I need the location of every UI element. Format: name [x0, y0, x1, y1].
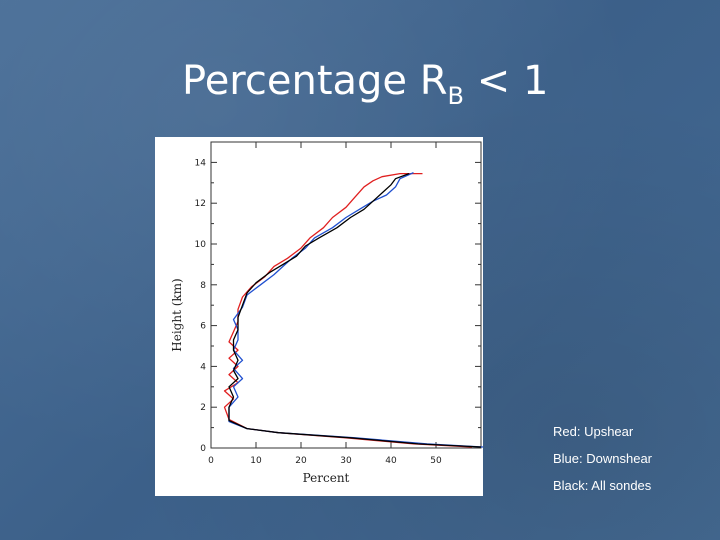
- y-tick-label: 14: [195, 158, 207, 168]
- title-subscript: B: [447, 82, 464, 110]
- x-axis-label: Percent: [303, 471, 350, 485]
- series-line-0: [223, 172, 473, 448]
- legend: Red: Upshear Blue: Downshear Black: All …: [553, 424, 652, 505]
- x-tick-label: 40: [385, 456, 397, 466]
- title-main: Percentage R: [182, 58, 448, 104]
- series-line-2: [228, 172, 482, 448]
- plot-frame: [210, 141, 482, 449]
- y-tick-label: 6: [200, 322, 206, 332]
- y-axis-label: Height (km): [170, 278, 184, 351]
- y-tick-label: 10: [195, 240, 207, 250]
- y-tick-label: 8: [200, 281, 206, 291]
- x-tick-label: 50: [430, 456, 442, 466]
- chart-figure: 0 10 20 30 40 50 0 2 4 6 8 10 12 14 Percent Height (km): [155, 137, 483, 496]
- x-tick-label: 30: [340, 456, 352, 466]
- x-tick-label: 10: [250, 456, 262, 466]
- title-tail: < 1: [464, 58, 549, 104]
- y-tick-label: 2: [200, 403, 206, 413]
- legend-item-downshear: Blue: Downshear: [553, 451, 652, 466]
- chart-svg: 0 10 20 30 40 50 0 2 4 6 8 10 12 14 Percent Height (km): [170, 141, 483, 485]
- legend-item-all-sondes: Black: All sondes: [553, 478, 652, 493]
- y-tick-label: 4: [200, 362, 206, 372]
- y-tick-label: 0: [200, 444, 206, 454]
- y-tick-label: 12: [195, 199, 206, 209]
- legend-item-upshear: Red: Upshear: [553, 424, 634, 439]
- x-tick-label: 20: [295, 456, 307, 466]
- slide-title: Percentage RB < 1: [182, 58, 549, 110]
- x-tick-label: 0: [208, 456, 214, 466]
